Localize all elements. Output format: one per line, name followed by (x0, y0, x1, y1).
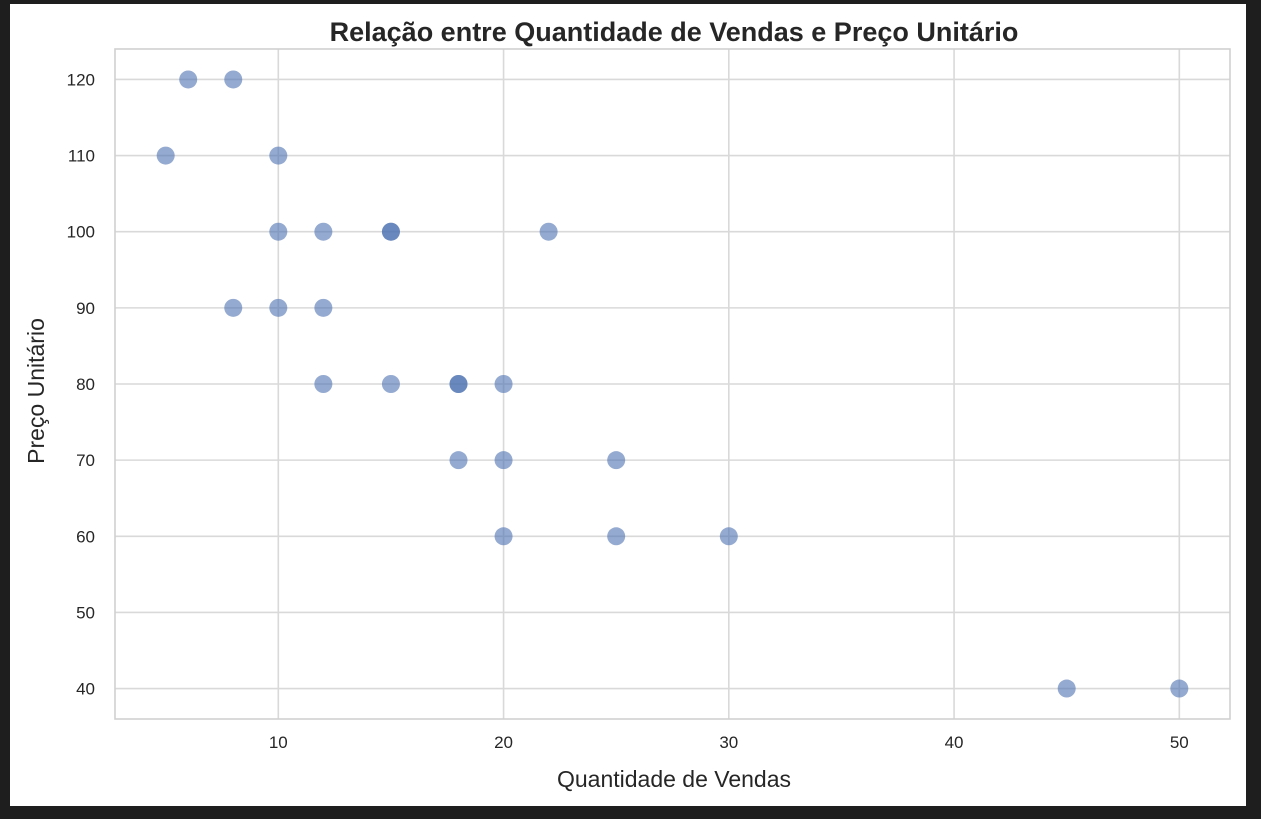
data-point (449, 375, 468, 393)
y-tick-label: 100 (67, 223, 95, 242)
data-point (719, 527, 738, 546)
data-point (539, 222, 558, 241)
data-point (494, 451, 513, 470)
y-tick-label: 120 (67, 70, 95, 89)
x-tick-label: 10 (269, 733, 288, 752)
data-point (314, 375, 333, 393)
data-point (494, 527, 513, 546)
data-point (269, 146, 288, 165)
x-tick-label: 30 (719, 733, 738, 752)
y-tick-label: 40 (76, 680, 95, 699)
data-point (269, 222, 288, 241)
y-tick-label: 90 (76, 299, 95, 318)
data-point (224, 298, 243, 317)
plot-area-frame (114, 48, 1231, 720)
data-point (607, 527, 626, 546)
y-tick-label: 110 (68, 147, 95, 166)
chart-figure: 10 20 30 40 50 40 50 60 70 80 90 100 110 120 Relação … (10, 4, 1246, 806)
x-tick-label: 50 (1170, 733, 1189, 752)
y-tick-label: 80 (76, 375, 95, 394)
data-point (314, 298, 333, 317)
y-tick-label: 50 (76, 603, 95, 622)
data-points (156, 70, 1189, 698)
data-point (269, 298, 288, 317)
data-point (224, 70, 243, 89)
data-point (381, 222, 400, 241)
y-tick-label: 60 (76, 527, 95, 546)
data-point (179, 70, 198, 89)
x-tick-label: 20 (494, 733, 513, 752)
grid (115, 49, 1230, 719)
data-point (381, 375, 400, 393)
x-axis-label: Quantidade de Vendas (557, 766, 791, 792)
data-point (1057, 679, 1076, 698)
data-point (449, 451, 468, 470)
data-point (1170, 679, 1189, 698)
data-point (314, 222, 333, 241)
y-tick-label: 70 (76, 451, 95, 470)
data-point (156, 146, 175, 165)
chart-title: Relação entre Quantidade de Vendas e Pre… (330, 17, 1019, 47)
scatter-chart: 10 20 30 40 50 40 50 60 70 80 90 100 110 120 Relação … (23, 17, 1231, 792)
x-tick-label: 40 (945, 733, 964, 752)
y-axis-label: Preço Unitário (23, 318, 49, 464)
tick-labels: 10 20 30 40 50 40 50 60 70 80 90 100 110 120 (67, 70, 1189, 752)
data-point (494, 375, 513, 393)
data-point (607, 451, 626, 470)
